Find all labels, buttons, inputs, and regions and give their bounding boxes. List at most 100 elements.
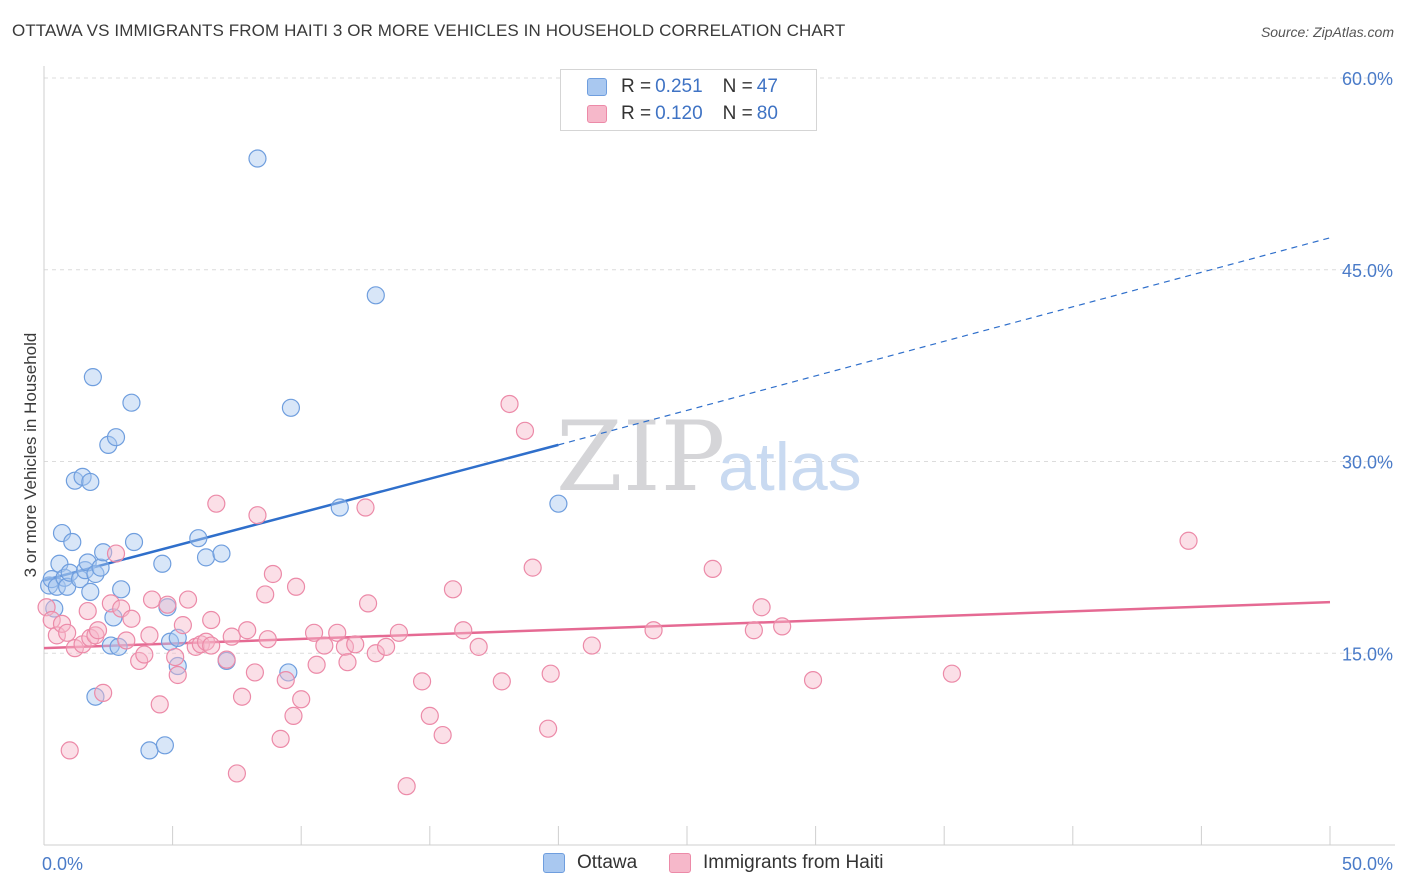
point-immigrants-from-haiti (469, 637, 488, 656)
point-immigrants-from-haiti (420, 706, 439, 725)
point-ottawa (81, 582, 100, 601)
point-immigrants-from-haiti (744, 621, 763, 640)
point-immigrants-from-haiti (117, 631, 136, 650)
point-ottawa (60, 563, 79, 582)
point-immigrants-from-haiti (752, 598, 771, 617)
trend-lines (43, 237, 1331, 650)
point-immigrants-from-haiti (703, 559, 722, 578)
watermark-zip: ZIP (556, 401, 725, 513)
chart-title: OTTAWA VS IMMIGRANTS FROM HAITI 3 OR MOR… (12, 21, 846, 40)
trend-line-immigrants-from-haiti (43, 600, 1331, 650)
legend-item-haiti[interactable]: Immigrants from Haiti (669, 852, 884, 874)
point-immigrants-from-haiti (101, 594, 120, 613)
point-ottawa (366, 286, 385, 305)
point-immigrants-from-haiti (258, 630, 277, 649)
data-points (37, 149, 1198, 796)
point-ottawa (63, 532, 82, 552)
point-immigrants-from-haiti (284, 706, 303, 725)
point-immigrants-from-haiti (158, 595, 177, 614)
point-immigrants-from-haiti (292, 690, 311, 709)
point-immigrants-from-haiti (286, 577, 306, 596)
point-immigrants-from-haiti (500, 394, 519, 414)
point-immigrants-from-haiti (942, 664, 962, 683)
point-immigrants-from-haiti (307, 655, 326, 674)
point-immigrants-from-haiti (412, 672, 432, 691)
point-ottawa (122, 393, 141, 412)
point-immigrants-from-haiti (541, 664, 560, 683)
legend-n-label: N = (722, 103, 753, 124)
point-immigrants-from-haiti (443, 580, 463, 599)
point-immigrants-from-haiti (168, 665, 187, 685)
watermark: ZIP atlas (556, 401, 862, 513)
point-immigrants-from-haiti (644, 621, 663, 640)
watermark-atlas: atlas (718, 429, 862, 505)
point-immigrants-from-haiti (222, 627, 241, 646)
point-immigrants-from-haiti (202, 636, 221, 655)
y-tick-label: 60.0% (1342, 69, 1393, 89)
point-immigrants-from-haiti (52, 614, 72, 633)
point-immigrants-from-haiti (582, 636, 601, 655)
point-ottawa (81, 472, 100, 492)
point-immigrants-from-haiti (186, 637, 205, 656)
point-immigrants-from-haiti (515, 421, 535, 440)
point-ottawa (91, 558, 110, 577)
point-immigrants-from-haiti (397, 777, 416, 796)
point-immigrants-from-haiti (122, 609, 141, 628)
y-axis-label: 3 or more Vehicles in Household (21, 333, 40, 578)
point-immigrants-from-haiti (256, 585, 275, 604)
y-tick-label: 15.0% (1342, 644, 1393, 664)
point-immigrants-from-haiti (358, 594, 378, 613)
point-immigrants-from-haiti (135, 645, 154, 664)
point-immigrants-from-haiti (376, 637, 396, 656)
point-immigrants-from-haiti (338, 653, 357, 672)
point-immigrants-from-haiti (217, 650, 236, 669)
point-immigrants-from-haiti (88, 621, 108, 640)
point-immigrants-from-haiti (202, 610, 221, 630)
axes (43, 66, 1395, 846)
legend-swatch-ottawa (587, 78, 607, 96)
point-immigrants-from-haiti (523, 558, 542, 577)
point-immigrants-from-haiti (94, 683, 113, 702)
point-immigrants-from-haiti (245, 663, 265, 682)
point-immigrants-from-haiti (227, 764, 246, 783)
point-immigrants-from-haiti (207, 494, 226, 513)
point-immigrants-from-haiti (248, 506, 267, 525)
point-immigrants-from-haiti (271, 729, 290, 748)
x-tick-label: 0.0% (42, 854, 83, 874)
legend-swatch-haiti (587, 105, 607, 123)
legend-n-value: 80 (756, 103, 778, 124)
point-immigrants-from-haiti (60, 741, 79, 760)
legend-n-value: 47 (756, 76, 778, 97)
legend-row-haiti: R = 0.120 N = 80 (587, 102, 778, 126)
point-immigrants-from-haiti (454, 621, 473, 640)
point-immigrants-from-haiti (389, 623, 409, 642)
legend-row-ottawa: R = 0.251 N = 47 (587, 75, 778, 99)
point-immigrants-from-haiti (304, 623, 324, 642)
point-immigrants-from-haiti (263, 564, 283, 584)
point-immigrants-from-haiti (142, 590, 162, 609)
point-ottawa (45, 599, 64, 618)
point-ottawa (112, 580, 131, 599)
series-legend: Ottawa Immigrants from Haiti (0, 852, 1406, 878)
point-immigrants-from-haiti (238, 621, 257, 640)
point-ottawa (50, 554, 69, 573)
trend-line-ottawa (43, 443, 559, 582)
point-immigrants-from-haiti (539, 719, 558, 738)
stats-legend: R = 0.251 N = 47 R = 0.120 N = 80 (560, 69, 817, 131)
point-immigrants-from-haiti (78, 601, 97, 621)
point-immigrants-from-haiti (178, 590, 198, 609)
point-immigrants-from-haiti (433, 725, 452, 745)
point-ottawa (83, 368, 102, 387)
legend-r-value: 0.120 (655, 103, 703, 124)
point-immigrants-from-haiti (81, 628, 100, 648)
point-immigrants-from-haiti (803, 670, 823, 690)
source-label: Source: ZipAtlas.com (1260, 24, 1394, 40)
point-immigrants-from-haiti (346, 635, 365, 654)
point-ottawa (549, 494, 568, 513)
point-ottawa (155, 736, 174, 755)
trend-line-extension-ottawa (558, 237, 1331, 446)
point-immigrants-from-haiti (86, 626, 105, 645)
point-ottawa (124, 532, 144, 552)
point-immigrants-from-haiti (140, 626, 159, 645)
legend-item-ottawa[interactable]: Ottawa (543, 852, 637, 874)
